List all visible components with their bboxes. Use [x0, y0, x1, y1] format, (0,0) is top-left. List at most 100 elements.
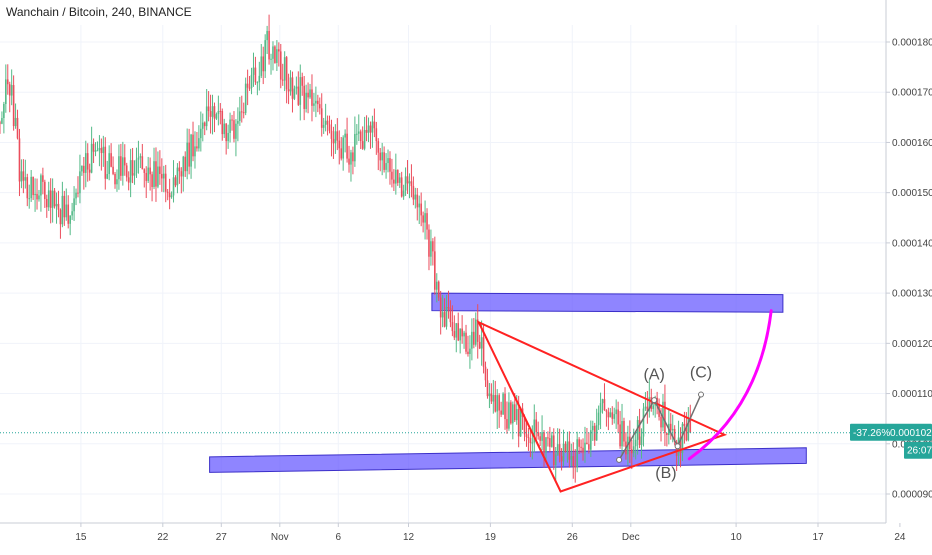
candle-body	[272, 46, 274, 59]
candle-body	[239, 111, 241, 121]
candle-body	[398, 177, 401, 183]
candle-body	[572, 456, 575, 467]
candle-body	[434, 251, 436, 290]
candle-body	[102, 146, 105, 154]
candle-body	[131, 160, 134, 176]
candle-body	[664, 401, 666, 433]
projection-curve[interactable]	[687, 309, 773, 461]
time-tick-label: 22	[157, 532, 169, 543]
candle-body	[129, 160, 132, 183]
candle-body	[305, 92, 307, 109]
candle-body	[196, 146, 198, 149]
candle-body	[426, 213, 428, 230]
candles-layer	[0, 14, 692, 483]
candle-body	[685, 426, 688, 441]
candle-body	[361, 141, 364, 149]
triangle-pattern[interactable]	[476, 320, 728, 493]
time-tick-label: Nov	[271, 532, 289, 543]
candle-body	[297, 86, 300, 105]
candle-body	[106, 174, 109, 179]
candle-body	[441, 312, 444, 318]
candle-body	[611, 412, 614, 419]
candle-body	[184, 156, 187, 172]
candle-body	[229, 119, 231, 133]
candle-body	[110, 153, 112, 167]
candle-body	[180, 171, 183, 177]
wave-path[interactable]	[618, 394, 702, 461]
candle-body	[207, 106, 210, 112]
candle-body	[3, 103, 5, 119]
candle-body	[595, 425, 598, 441]
candle-body	[642, 408, 645, 437]
candle-body	[278, 49, 280, 52]
candle-body	[568, 441, 571, 460]
time-tick-label: 17	[812, 532, 824, 543]
candle-body	[342, 137, 344, 159]
candle-body	[139, 156, 142, 158]
candle-body	[293, 88, 296, 99]
candle-body	[459, 328, 461, 341]
candle-body	[162, 173, 165, 179]
resistance-zone[interactable]	[431, 292, 784, 313]
candle-body	[276, 49, 278, 63]
support-zone[interactable]	[209, 447, 807, 473]
candle-body	[246, 83, 249, 88]
candle-body	[291, 77, 294, 99]
candle-body	[617, 409, 619, 425]
candle-body	[153, 161, 155, 187]
wave-point[interactable]	[616, 456, 623, 463]
candle-body	[408, 181, 411, 184]
candle-body	[385, 163, 387, 170]
wave-point[interactable]	[698, 391, 704, 398]
candle-body	[118, 156, 120, 180]
candle-body	[92, 143, 95, 152]
candle-body	[515, 408, 518, 421]
time-tick-label: 24	[894, 532, 906, 543]
candle-body	[352, 152, 354, 162]
price-change-label: -37.26%	[853, 428, 890, 439]
candle-body	[517, 408, 520, 437]
candle-body	[274, 46, 276, 63]
candle-body	[221, 111, 224, 135]
candle-body	[539, 436, 541, 441]
candle-body	[55, 203, 58, 207]
candle-body	[30, 176, 32, 199]
candle-body	[543, 432, 545, 453]
candle-body	[164, 173, 167, 192]
candle-body	[404, 176, 407, 191]
candle-body	[123, 157, 126, 166]
drawings-layer: (A) (B) (C)	[476, 309, 773, 493]
candle-body	[383, 152, 385, 170]
candle-body	[114, 173, 116, 185]
candle-body	[519, 408, 522, 437]
wave-point[interactable]	[674, 443, 681, 450]
candle-body	[287, 89, 290, 92]
candle-body	[299, 77, 302, 105]
candle-body	[422, 215, 424, 223]
candle-body	[324, 120, 327, 125]
candle-body	[147, 167, 149, 181]
candle-body	[480, 337, 483, 349]
candle-body	[112, 166, 114, 174]
candle-body	[88, 169, 91, 173]
candle-body	[590, 430, 592, 450]
candle-body	[75, 192, 77, 199]
wave-point[interactable]	[651, 397, 658, 404]
time-axis-background	[0, 523, 932, 550]
candle-body	[447, 306, 450, 309]
candle-body	[346, 133, 348, 159]
candle-body	[188, 142, 190, 167]
candle-body	[412, 186, 415, 200]
candle-body	[437, 281, 440, 298]
candle-body	[151, 174, 153, 187]
candle-body	[266, 30, 268, 41]
candle-body	[537, 432, 539, 437]
candle-body	[100, 147, 103, 154]
candle-body	[420, 203, 422, 216]
candle-body	[490, 393, 493, 402]
